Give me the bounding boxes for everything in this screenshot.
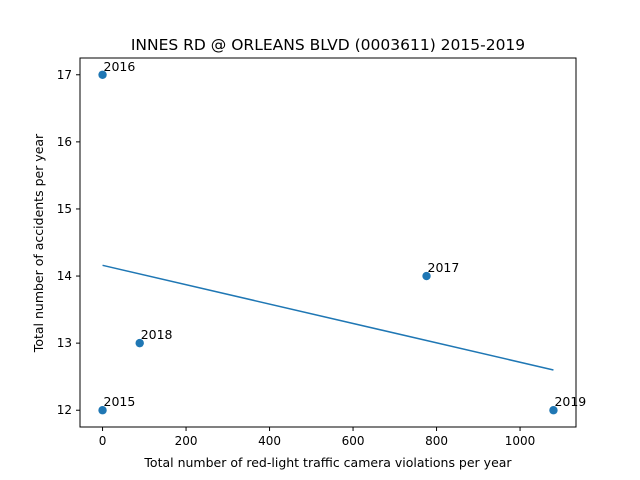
x-tick-label: 400 <box>258 434 281 448</box>
y-tick-label: 12 <box>57 403 72 417</box>
data-point <box>549 406 558 415</box>
data-point-label: 2015 <box>104 394 136 409</box>
y-axis-label: Total number of accidents per year <box>31 133 46 353</box>
x-tick-label: 800 <box>425 434 448 448</box>
data-point <box>135 338 144 348</box>
data-point <box>98 406 107 415</box>
data-point-label: 2017 <box>428 260 460 275</box>
y-tick-label: 15 <box>57 202 72 216</box>
y-tick-label: 17 <box>57 68 72 82</box>
data-point-label: 2019 <box>554 394 586 409</box>
x-tick-label: 1000 <box>505 434 536 448</box>
data-point <box>98 70 107 79</box>
data-point-label: 2018 <box>141 327 173 342</box>
y-tick-label: 13 <box>57 336 72 350</box>
x-tick-label: 0 <box>99 434 107 448</box>
y-tick-label: 14 <box>57 269 72 283</box>
plot-frame <box>79 57 577 428</box>
data-point-label: 2016 <box>104 59 136 74</box>
x-tick-label: 200 <box>175 434 198 448</box>
y-tick-label: 16 <box>57 135 72 149</box>
x-axis-label: Total number of red-light traffic camera… <box>143 455 512 470</box>
data-point <box>422 271 431 281</box>
trendline <box>102 264 554 371</box>
chart-title: INNES RD @ ORLEANS BLVD (0003611) 2015-2… <box>131 36 525 54</box>
x-tick-label: 600 <box>342 434 365 448</box>
